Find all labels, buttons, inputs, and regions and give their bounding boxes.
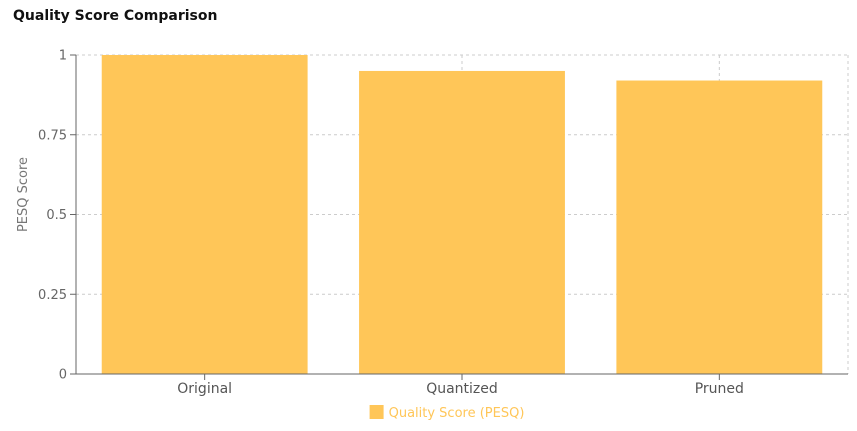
y-tick-label: 0 xyxy=(59,368,67,383)
y-tick-label: 0.5 xyxy=(46,208,67,223)
y-tick-labels: 0 0.25 0.5 0.75 1 xyxy=(38,49,76,383)
x-tick-label: Pruned xyxy=(695,381,744,397)
bar-pruned[interactable] xyxy=(616,81,822,374)
y-tick-label: 0.75 xyxy=(38,128,67,143)
bar-original[interactable] xyxy=(102,55,308,374)
x-tick-label: Original xyxy=(177,381,232,397)
x-tick-label: Quantized xyxy=(426,381,498,397)
bars xyxy=(102,55,823,374)
legend-label: Quality Score (PESQ) xyxy=(389,406,525,421)
bar-quantized[interactable] xyxy=(359,71,565,374)
x-tick-labels: Original Quantized Pruned xyxy=(177,374,744,397)
y-tick-label: 0.25 xyxy=(38,288,67,303)
y-tick-label: 1 xyxy=(59,49,67,64)
y-axis-label: PESQ Score xyxy=(16,157,31,232)
legend-swatch xyxy=(370,405,384,419)
legend[interactable]: Quality Score (PESQ) xyxy=(370,405,525,421)
